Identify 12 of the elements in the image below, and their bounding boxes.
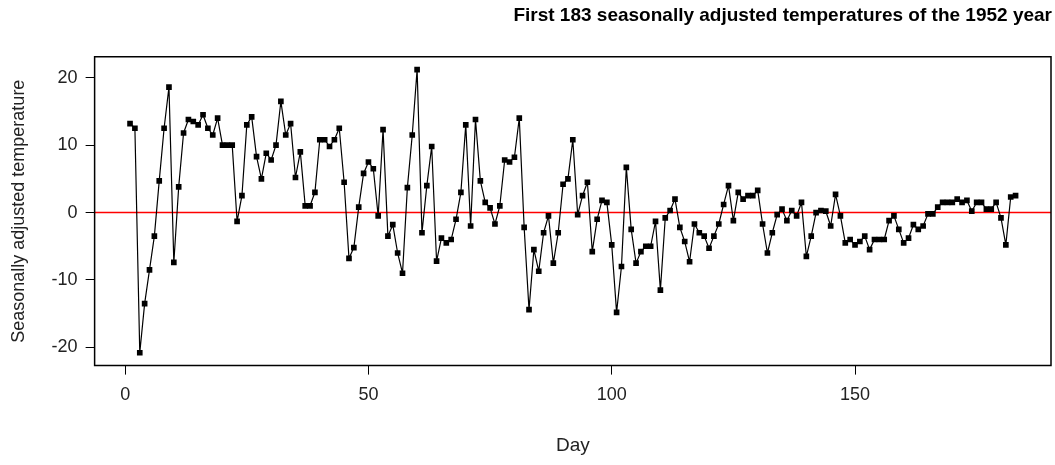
- y-tick-label: -10: [51, 268, 78, 289]
- y-tick-label: 10: [57, 134, 78, 155]
- y-tick-label: -20: [51, 336, 78, 357]
- x-tick-label: 100: [596, 384, 627, 405]
- x-tick-label: 50: [358, 384, 379, 405]
- x-tick-label: 0: [120, 384, 131, 405]
- x-tick-label: 150: [839, 384, 871, 405]
- y-axis-title: Seasonally adjusted temperature: [7, 79, 28, 343]
- y-tick-label: 20: [57, 66, 78, 87]
- x-axis-title: Day: [555, 433, 591, 455]
- y-tick-label: 0: [67, 201, 78, 222]
- chart-title: First 183 seasonally adjusted temperatures of the 1952 year: [513, 3, 1053, 25]
